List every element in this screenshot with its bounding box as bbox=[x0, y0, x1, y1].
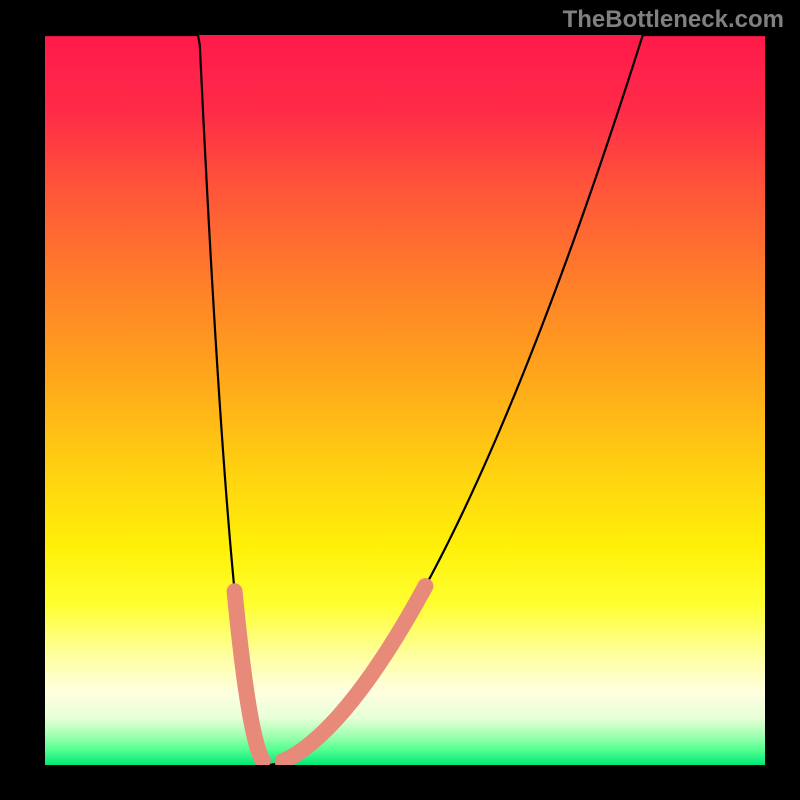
plot-area bbox=[45, 35, 765, 765]
watermark: TheBottleneck.com bbox=[563, 6, 784, 34]
gradient-background bbox=[45, 35, 765, 765]
